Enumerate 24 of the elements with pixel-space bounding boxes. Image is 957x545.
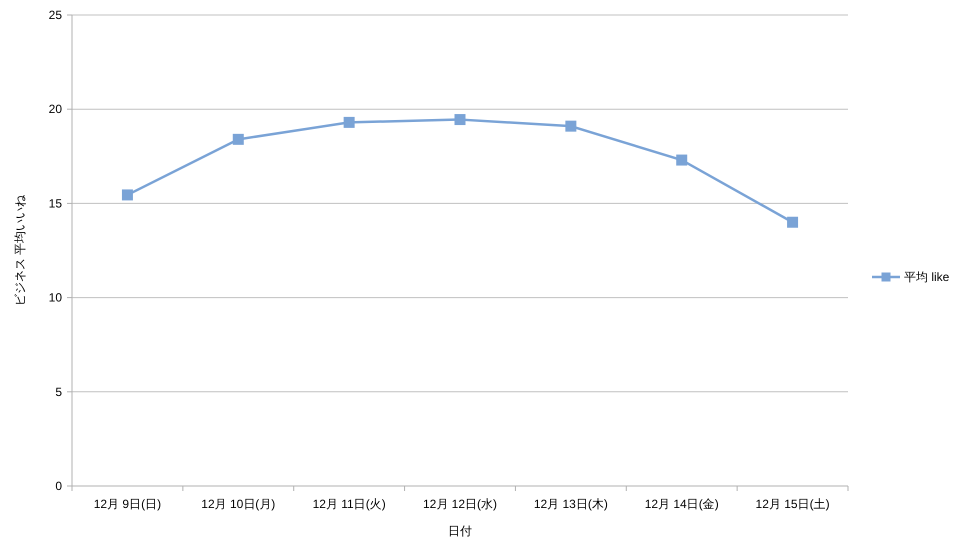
y-tick-label: 25 [48, 8, 62, 22]
x-tick-label: 12月 15日(土) [756, 497, 830, 511]
x-tick-label: 12月 10日(月) [201, 497, 276, 511]
x-tick-label: 12月 11日(火) [312, 497, 386, 511]
point [565, 120, 576, 132]
x-axis-title: 日付 [448, 524, 472, 538]
legend: 平均 like [872, 270, 950, 284]
y-tick-label: 15 [48, 196, 62, 210]
y-tick-label: 10 [48, 290, 62, 305]
y-tick-label: 5 [55, 384, 62, 399]
x-tick-label: 12月 9日(日) [94, 497, 162, 511]
point [676, 154, 688, 166]
legend-label: 平均 like [904, 270, 950, 284]
point [122, 189, 133, 200]
x-tick-label: 12月 12日(水) [422, 497, 498, 511]
y-tick-label: 20 [48, 102, 62, 116]
y-tick-label: 0 [55, 479, 62, 493]
y-axis-title: ビジネス 平均いいね [13, 194, 27, 306]
x-tick-label: 12月 14日(金) [644, 497, 719, 511]
point [232, 134, 244, 145]
x-tick-label: 12月 13日(木) [534, 497, 608, 511]
point [787, 216, 798, 228]
point [454, 114, 466, 126]
point [344, 116, 355, 128]
